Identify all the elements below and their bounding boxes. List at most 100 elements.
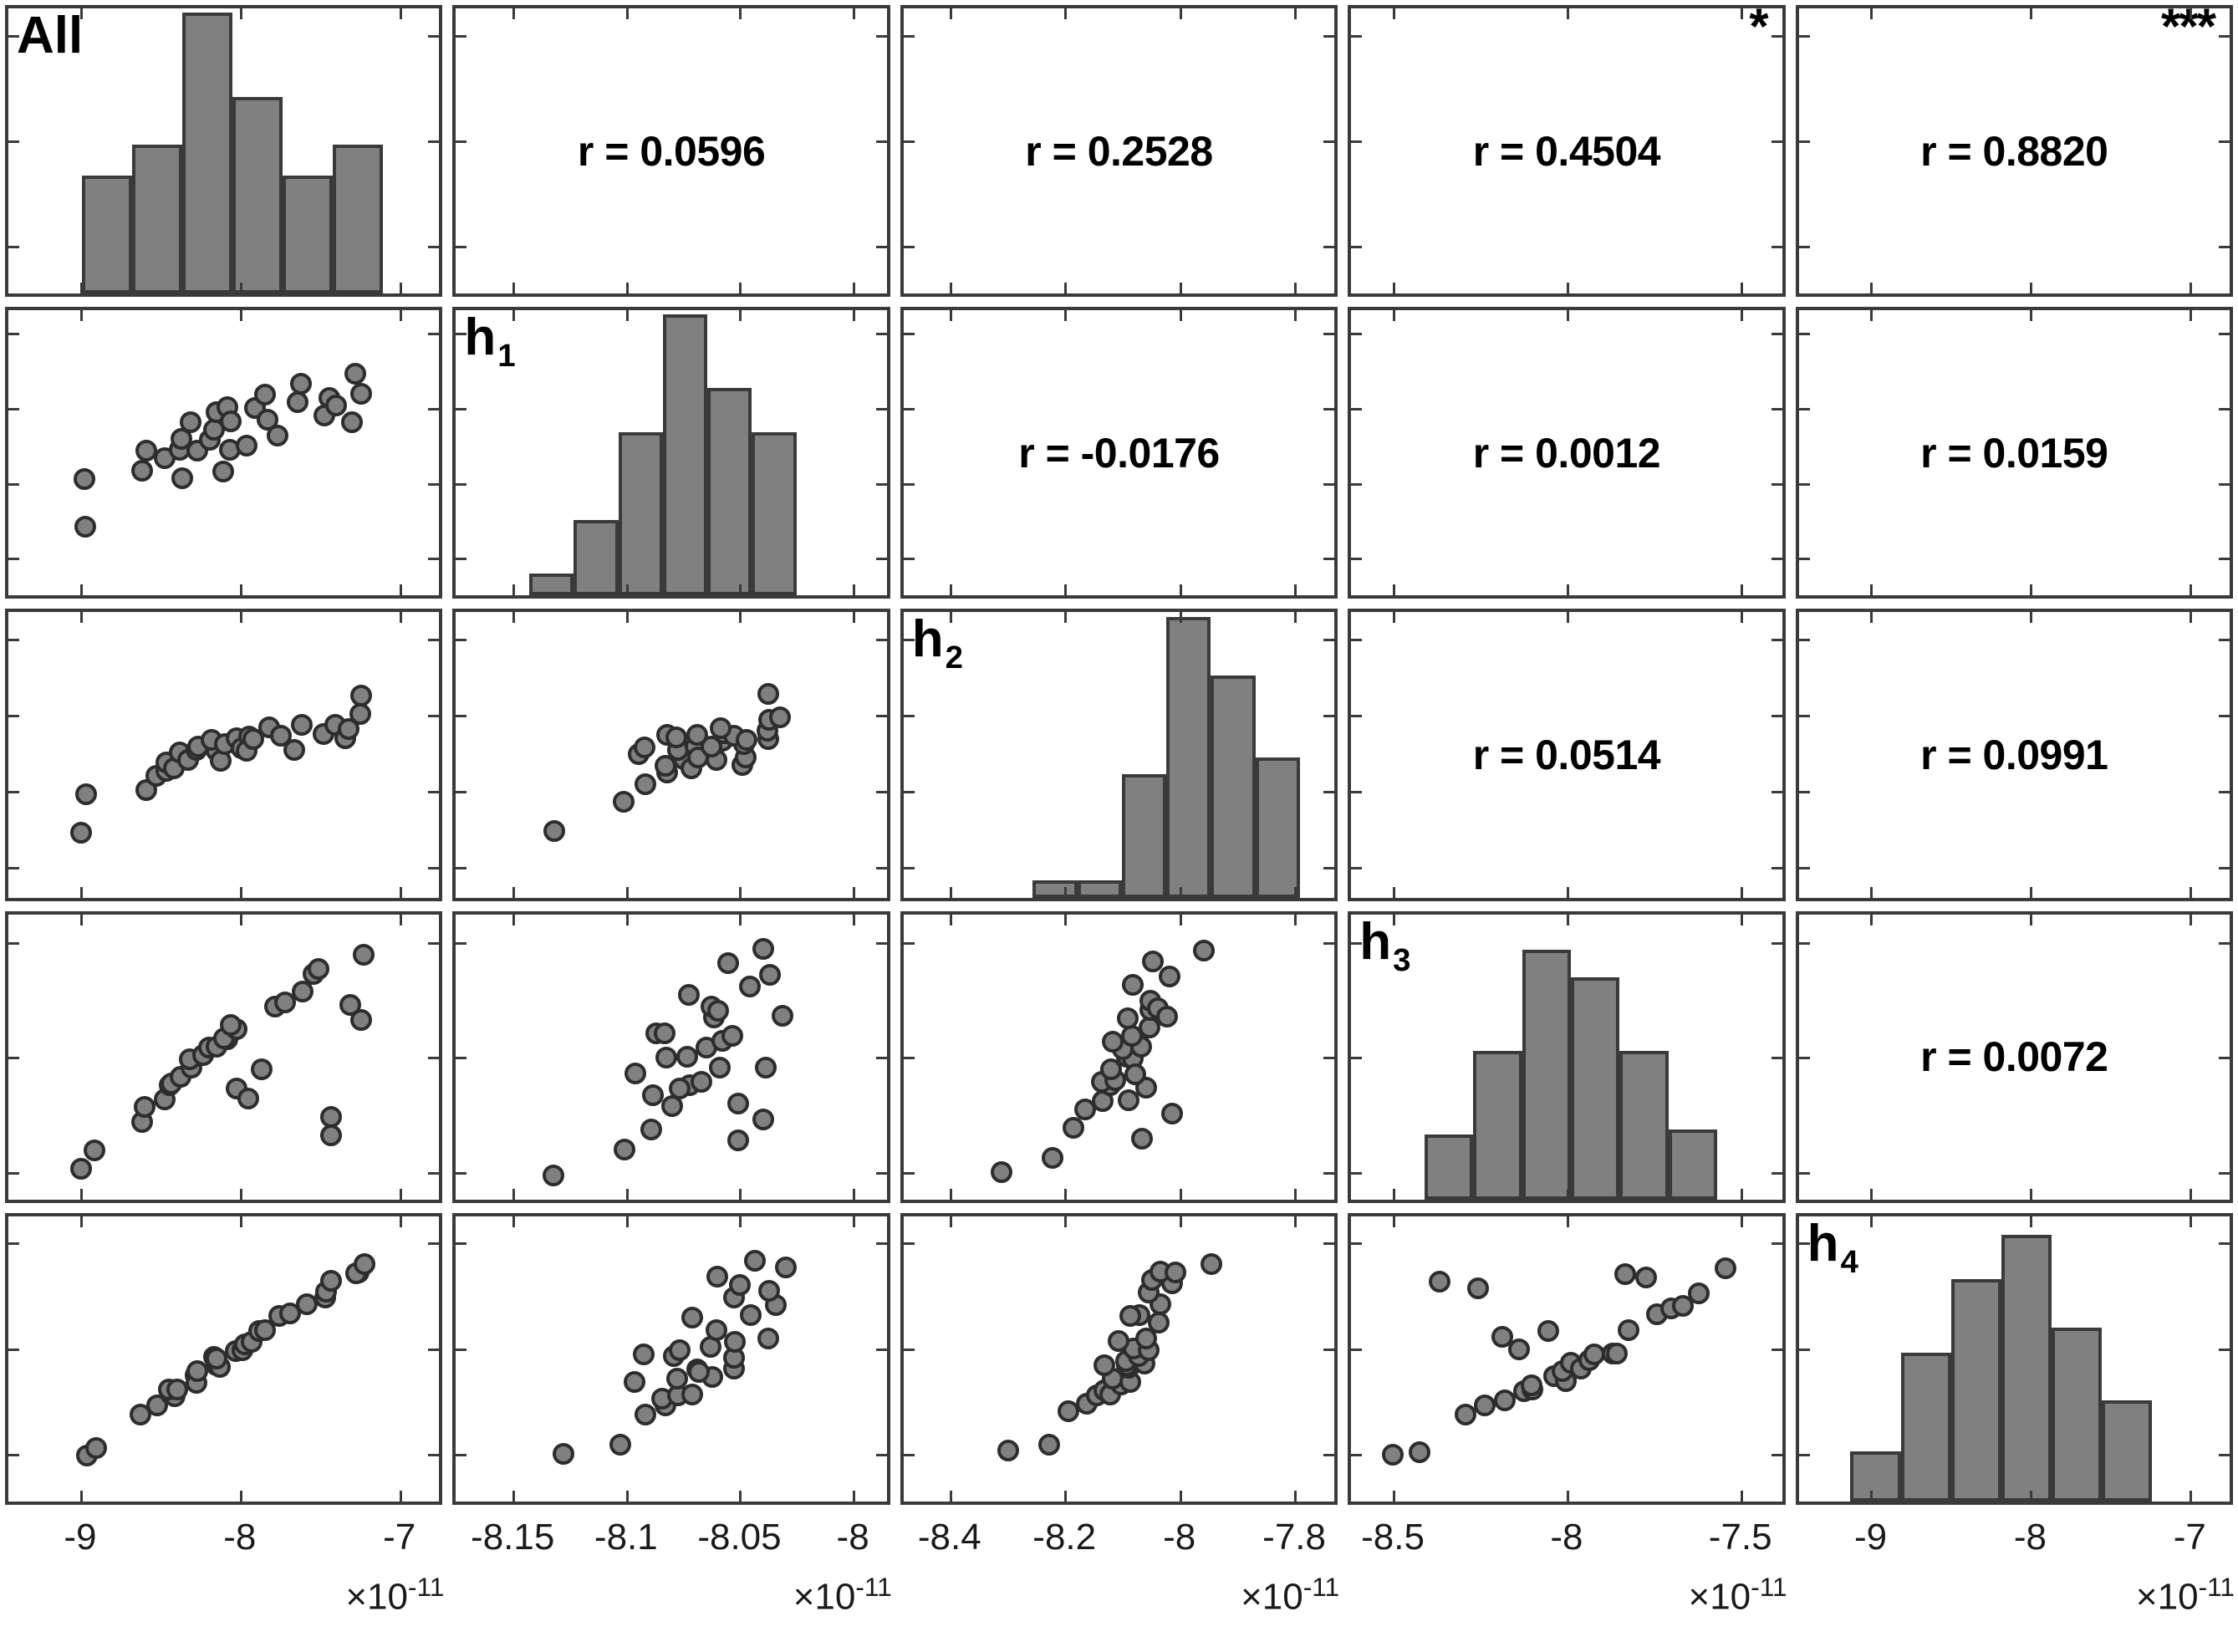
x-tick-bottom — [1179, 584, 1182, 596]
scatter-point — [717, 952, 740, 975]
y-tick-left — [456, 333, 467, 336]
y-tick-left — [1798, 639, 1810, 642]
scatter-point — [754, 1057, 777, 1079]
scatter-point — [740, 1303, 762, 1326]
histogram-bar — [1522, 949, 1572, 1200]
scatter-point — [83, 1139, 105, 1161]
x-tick-top — [949, 612, 952, 624]
x-tick-bottom — [1870, 1188, 1873, 1200]
scatter-point — [991, 1161, 1013, 1184]
x-tick-bottom — [239, 1490, 242, 1502]
scatter-point — [1121, 973, 1144, 996]
y-tick-left — [1798, 140, 1810, 143]
x-tick-top — [1393, 612, 1396, 624]
scatter-point — [84, 1436, 107, 1459]
y-tick-right — [428, 407, 440, 410]
x-tick-top — [1566, 914, 1569, 925]
panel-inner — [903, 914, 1335, 1200]
histogram-bar — [1032, 880, 1078, 898]
correlation-value-r1-c3: r = 0.2528 — [1025, 127, 1213, 175]
histogram-bar — [1900, 1352, 1951, 1502]
scatter-point — [134, 1096, 156, 1119]
y-tick-right — [2218, 140, 2230, 143]
histogram-bar — [618, 432, 663, 596]
y-tick-right — [875, 1057, 887, 1060]
y-tick-left — [1351, 715, 1363, 718]
y-tick-left — [1798, 941, 1810, 945]
panel-inner: h3 — [1351, 914, 1782, 1200]
x-tick-bottom — [1566, 886, 1569, 898]
x-tick-bottom — [949, 584, 952, 596]
scatter-point — [286, 391, 308, 414]
y-tick-left — [1351, 140, 1363, 143]
x-tick-top — [399, 8, 402, 19]
scatter-point — [308, 958, 330, 981]
y-tick-right — [875, 639, 887, 642]
x-tick-label-c2-4: -8 — [836, 1517, 869, 1558]
panel-r1-c3: r = 0.2528 — [900, 5, 1338, 298]
x-tick-bottom — [239, 1188, 242, 1200]
x-tick-top — [1179, 612, 1182, 624]
x-tick-bottom — [399, 283, 402, 294]
y-tick-left — [8, 1171, 19, 1175]
x-tick-bottom — [399, 584, 402, 596]
y-tick-right — [2218, 1454, 2230, 1457]
histogram-bar — [1255, 757, 1300, 898]
x-tick-top — [739, 612, 742, 624]
scatter-point — [721, 1025, 743, 1048]
scatter-point — [220, 410, 242, 432]
x-tick-bottom — [1179, 283, 1182, 294]
panel-inner: h1 — [456, 310, 887, 596]
x-tick-top — [739, 1216, 742, 1227]
x-tick-top — [1294, 8, 1297, 19]
y-tick-right — [2218, 558, 2230, 561]
panel-r5-c3 — [900, 1212, 1338, 1505]
x-tick-bottom — [1393, 1188, 1396, 1200]
y-tick-left — [8, 333, 19, 336]
y-tick-right — [1323, 34, 1335, 38]
y-tick-right — [2218, 941, 2230, 945]
y-tick-right — [1771, 1454, 1782, 1457]
scatter-point — [349, 703, 371, 726]
histogram-bar — [2001, 1234, 2052, 1502]
scatter-point — [1473, 1395, 1496, 1417]
scatter-point — [324, 394, 347, 416]
panel-inner: h4 — [1798, 1216, 2230, 1502]
x-tick-top — [399, 310, 402, 322]
y-tick-right — [1323, 1242, 1335, 1246]
y-tick-right — [875, 34, 887, 38]
y-tick-right — [875, 1171, 887, 1175]
panel-r1-c4: r = 0.4504 * — [1348, 5, 1786, 298]
y-tick-left — [903, 1348, 915, 1351]
y-tick-left — [903, 1242, 915, 1246]
y-tick-right — [1323, 1171, 1335, 1175]
scatter-point — [686, 724, 709, 747]
x-tick-top — [1294, 914, 1297, 925]
panel-r3-c1 — [5, 609, 443, 901]
scatter-point — [744, 1250, 767, 1272]
histogram-bar — [232, 96, 283, 294]
scatter-point — [632, 1344, 655, 1366]
x-tick-top — [1566, 1216, 1569, 1227]
x-tick-top — [1179, 8, 1182, 19]
y-tick-right — [2218, 1242, 2230, 1246]
y-tick-right — [1323, 558, 1335, 561]
histogram-bar — [2051, 1327, 2103, 1502]
y-tick-left — [1798, 407, 1810, 410]
x-tick-top — [2190, 1216, 2193, 1227]
x-tick-top — [853, 1216, 856, 1227]
y-tick-left — [1351, 246, 1363, 249]
x-tick-top — [1294, 1216, 1297, 1227]
scatter-point — [1192, 940, 1215, 962]
y-tick-left — [1798, 1242, 1810, 1246]
scatter-point — [266, 424, 288, 446]
x-tick-bottom — [239, 283, 242, 294]
x-tick-bottom — [2190, 283, 2193, 294]
y-tick-right — [875, 941, 887, 945]
x-tick-top — [239, 914, 242, 925]
x-tick-bottom — [399, 1490, 402, 1502]
x-tick-bottom — [1064, 1490, 1068, 1502]
y-tick-left — [903, 246, 915, 249]
x-tick-top — [399, 612, 402, 624]
x-tick-bottom — [512, 283, 516, 294]
